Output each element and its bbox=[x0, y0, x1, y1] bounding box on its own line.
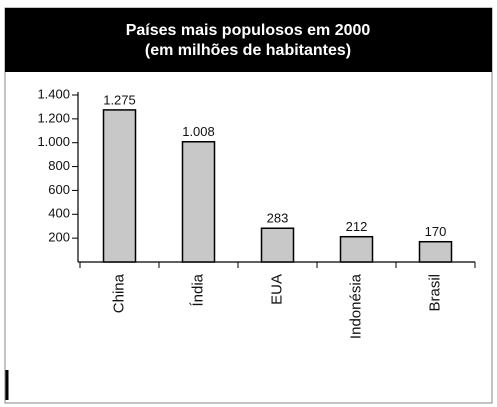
y-tick-label: 800 bbox=[48, 158, 70, 173]
chart-subtitle: (em milhões de habitantes) bbox=[145, 42, 351, 59]
value-label: 1.008 bbox=[182, 124, 215, 139]
y-tick-label: 200 bbox=[48, 230, 70, 245]
y-tick-label: 1.000 bbox=[37, 134, 70, 149]
y-tick-label: 600 bbox=[48, 182, 70, 197]
value-label: 1.275 bbox=[103, 92, 136, 107]
y-tick-label: 1.400 bbox=[37, 86, 70, 101]
bar bbox=[260, 227, 295, 263]
bar bbox=[102, 109, 137, 263]
value-label: 170 bbox=[425, 224, 447, 239]
x-tick-label: EUA bbox=[268, 274, 285, 305]
x-tick-label: Indonésia bbox=[347, 273, 364, 339]
x-tick-label: Índia bbox=[189, 273, 206, 306]
title-band bbox=[5, 8, 492, 72]
value-label: 212 bbox=[346, 219, 368, 234]
y-tick-label: 1.200 bbox=[37, 110, 70, 125]
y-tick-label: 400 bbox=[48, 206, 70, 221]
x-tick-label: Brasil bbox=[426, 274, 443, 312]
x-tick-label: China bbox=[110, 273, 127, 313]
bar bbox=[339, 235, 374, 263]
value-label: 283 bbox=[267, 211, 289, 226]
bar bbox=[181, 141, 216, 263]
frame bbox=[4, 7, 493, 404]
chart-title: Países mais populosos em 2000 bbox=[126, 22, 371, 39]
bar bbox=[418, 240, 453, 263]
